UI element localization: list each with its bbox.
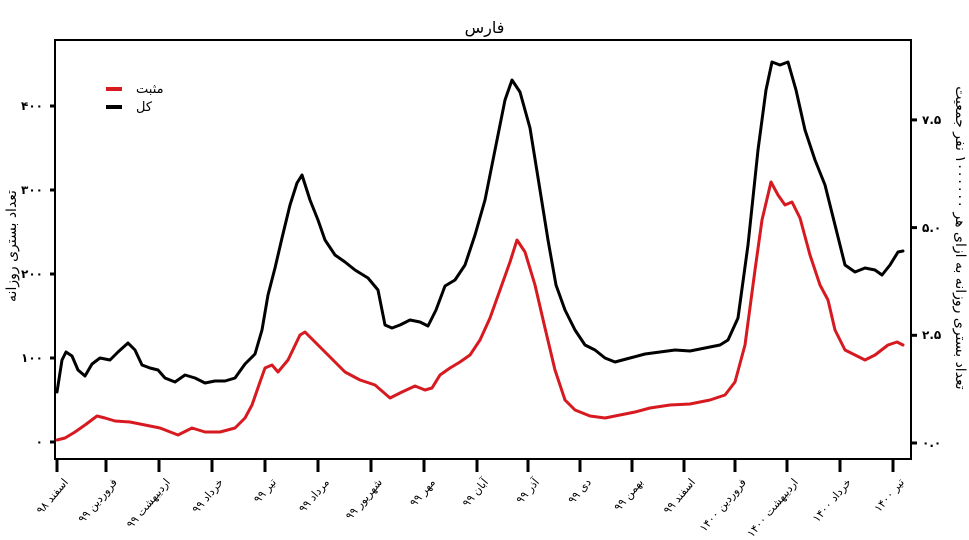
series-line-total <box>55 60 905 394</box>
y-axis-left-label: تعداد بستری روزانه <box>4 190 20 302</box>
legend: مثبت کل <box>106 80 164 116</box>
legend-item-positive: مثبت <box>106 80 164 98</box>
y-axis-right-ticks <box>911 118 917 445</box>
legend-label-positive: مثبت <box>136 81 164 97</box>
legend-label-total: کل <box>136 99 153 115</box>
y-tick-left-label: ۲۰۰ <box>21 267 43 281</box>
x-axis-ticks <box>55 460 895 472</box>
series-line-positive <box>55 180 905 442</box>
y-tick-right-label: ۵.۰ <box>922 220 942 235</box>
y-axis-left-ticks <box>50 104 55 444</box>
y-tick-left-label: ۰ <box>35 435 43 449</box>
legend-swatch-total <box>106 105 122 109</box>
y-tick-left-label: ۳۰۰ <box>21 183 43 197</box>
legend-item-total: کل <box>106 98 164 116</box>
y-tick-left-label: ۴۰۰ <box>21 99 43 113</box>
y-tick-left-label: ۱۰۰ <box>21 351 43 365</box>
plot-frame <box>54 39 912 460</box>
y-tick-right-label: ۷.۵ <box>922 112 942 127</box>
chart-title: فارس <box>464 18 505 37</box>
legend-swatch-positive <box>106 87 122 91</box>
y-tick-right-label: ۲.۵ <box>922 328 942 343</box>
y-axis-right-label: تعداد بستری روزانه به ازای هر ۱۰۰۰۰۰۰ نف… <box>952 86 968 390</box>
y-tick-right-label: ۰.۰ <box>922 436 942 450</box>
